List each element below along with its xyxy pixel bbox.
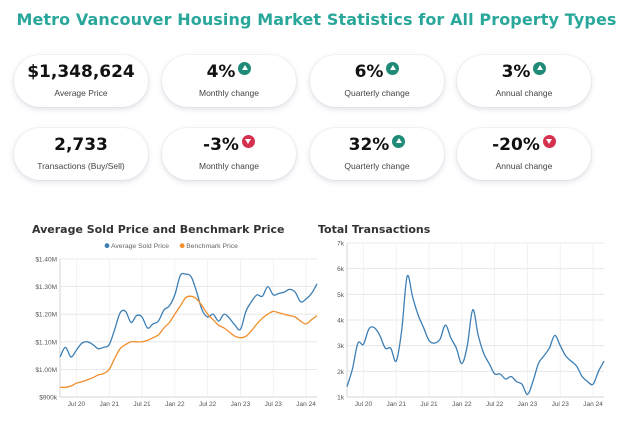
stat-card: -20% Annual change [457, 128, 591, 180]
x-tick-label: Jul 20 [68, 401, 86, 408]
x-tick-label: Jul 22 [199, 401, 217, 408]
y-tick-label: 2k [337, 369, 345, 376]
x-tick-label: Jul 22 [486, 401, 504, 408]
y-tick-label: 1k [337, 395, 345, 402]
x-tick-label: Jan 23 [231, 401, 251, 408]
trend-down-icon [542, 135, 556, 148]
y-tick-label: 3k [337, 343, 345, 350]
x-tick-label: Jan 22 [452, 401, 472, 408]
trend-up-icon [238, 62, 252, 75]
page-title: Metro Vancouver Housing Market Statistic… [16, 10, 617, 29]
chart-title-price: Average Sold Price and Benchmark Price [32, 223, 285, 236]
stat-value: 32% [310, 135, 444, 155]
x-tick-label: Jul 20 [355, 401, 373, 408]
price-chart: $900k $1.00M $1.10M $1.20M $1.30M $1.40M Jul 2… [35, 243, 318, 408]
stat-value: 3% [457, 62, 591, 82]
x-tick-label: Jul 21 [133, 401, 151, 408]
x-tick-label: Jul 21 [420, 401, 438, 408]
stat-label: Monthly change [198, 88, 259, 98]
y-tick-label: $1.30M [35, 284, 57, 291]
trend-down-icon [241, 135, 255, 148]
stat-card: 2,733 Transactions (Buy/Sell) [14, 128, 148, 180]
stat-label: Transactions (Buy/Sell) [37, 161, 125, 171]
stat-card: -3% Monthly change [162, 128, 296, 180]
y-tick-label: 6k [337, 266, 345, 273]
stat-label: Quarterly change [344, 161, 410, 171]
stat-label: Annual change [495, 161, 553, 171]
legend-marker [104, 243, 110, 249]
transactions-chart: 1k 2k 3k 4k 5k 6k 7k Jul 20 Jan 21 Jul 21 Jan 22 Ju… [337, 241, 605, 408]
y-tick-label: $1.10M [35, 339, 57, 346]
x-tick-label: Jan 22 [165, 401, 185, 408]
y-tick-label: $900k [39, 395, 57, 402]
x-tick-label: Jan 21 [386, 401, 406, 408]
series-line-2 [59, 295, 318, 389]
legend-label: Average Sold Price [111, 243, 169, 250]
y-tick-label: 5k [337, 292, 345, 299]
trend-up-icon [533, 62, 547, 75]
stat-card: 6% Quarterly change [310, 55, 444, 107]
stat-card: 32% Quarterly change [310, 128, 444, 180]
stat-card: $1,348,624 Average Price [14, 55, 148, 107]
stat-card: 3% Annual change [457, 55, 591, 107]
y-tick-label: 4k [337, 318, 345, 325]
stat-value: $1,348,624 [27, 62, 135, 82]
stat-value: -3% [162, 135, 296, 155]
stat-label: Quarterly change [344, 88, 410, 98]
x-tick-label: Jan 24 [296, 401, 316, 408]
stat-card: 4% Monthly change [162, 55, 296, 107]
y-tick-label: $1.20M [35, 312, 57, 319]
x-tick-label: Jul 23 [552, 401, 570, 408]
y-tick-label: $1.00M [35, 367, 57, 374]
stat-value: 4% [162, 62, 296, 82]
trend-up-icon [386, 62, 400, 75]
series-line-1 [59, 272, 318, 358]
x-tick-label: Jan 23 [518, 401, 538, 408]
stat-value: 2,733 [54, 135, 108, 155]
legend-marker [179, 243, 185, 249]
series-line-1 [346, 274, 605, 396]
stat-value: 6% [310, 62, 444, 82]
chart-title-transactions: Total Transactions [318, 223, 431, 236]
stat-value: -20% [457, 135, 591, 155]
legend-label: Benchmark Price [186, 243, 238, 250]
x-tick-label: Jan 21 [99, 401, 119, 408]
y-tick-label: $1.40M [35, 257, 57, 264]
stat-label: Monthly change [198, 161, 259, 171]
x-tick-label: Jan 24 [583, 401, 603, 408]
y-tick-label: 7k [337, 241, 345, 248]
stat-label: Annual change [495, 88, 553, 98]
stat-label: Average Price [54, 88, 108, 98]
trend-up-icon [392, 135, 406, 148]
x-tick-label: Jul 23 [265, 401, 283, 408]
